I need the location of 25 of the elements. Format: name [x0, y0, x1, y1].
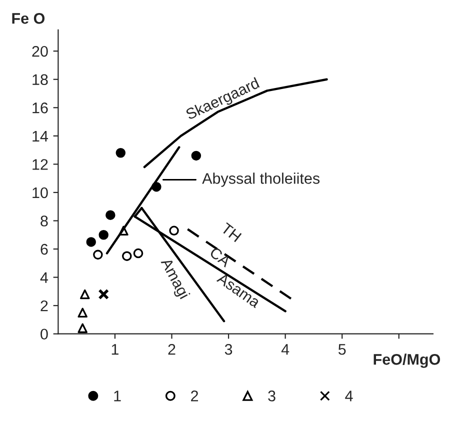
y-tick-label: 10 [32, 187, 48, 198]
x-tick-label: 2 [168, 344, 176, 355]
y-axis-title: Fe O [12, 13, 45, 24]
legend-label: 3 [268, 390, 276, 402]
annotation: CA [209, 246, 232, 268]
y-tick-label: 0 [40, 328, 48, 340]
y-tick-label: 2 [40, 300, 48, 312]
x-tick-label: 5 [338, 344, 346, 355]
y-tick-label: 14 [32, 130, 48, 142]
y-tick-label: 8 [40, 216, 48, 226]
x-tick-label: 4 [281, 344, 290, 355]
y-tick-label: 20 [32, 46, 48, 57]
y-tick-label: 16 [32, 102, 48, 114]
annotation: TH [220, 222, 242, 242]
annotation: Abyssal tholeiites [202, 172, 320, 187]
y-tick-label: 4 [40, 272, 48, 283]
y-tick-label: 18 [32, 74, 48, 86]
y-tick-label: 6 [40, 244, 48, 255]
x-tick-label: 1 [112, 344, 118, 355]
legend-label: 4 [345, 390, 353, 402]
x-tick-label: 3 [224, 344, 232, 355]
x-axis-title: FeO/MgO [374, 354, 440, 368]
y-tick-label: 12 [32, 159, 48, 170]
legend-label: 2 [191, 390, 198, 402]
legend-label: 1 [114, 390, 121, 402]
